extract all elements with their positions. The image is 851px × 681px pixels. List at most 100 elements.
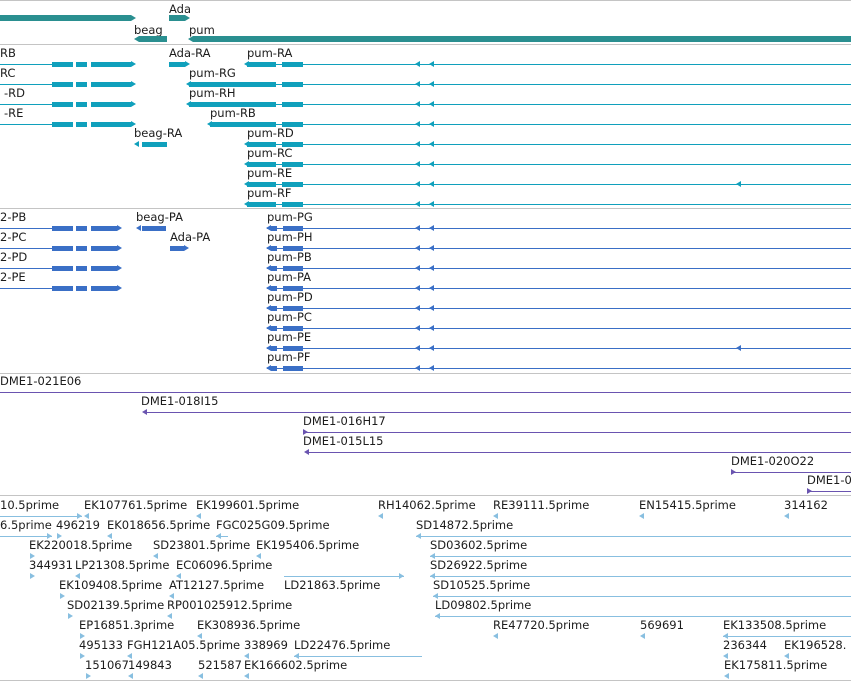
protein-segment [283,366,303,371]
protein-beag-tip [136,225,141,231]
transcripts-feature-label[interactable]: pum-RG [189,66,236,80]
proteins-feature-label[interactable]: pum-PC [267,310,312,324]
proteins-feature-label[interactable]: pum-PE [267,330,312,344]
transcripts-feature-label[interactable]: -RE [4,106,24,120]
cdna_clones-feature-label[interactable]: DME1-016H17 [303,414,386,428]
ests-feature-label[interactable]: 151067 [85,658,129,672]
proteins-feature-label[interactable]: Ada-PA [170,230,211,244]
ests-feature-label[interactable]: LD09802.5prime [435,598,532,612]
transcripts-feature-label[interactable]: pum-RE [247,166,293,180]
ests-feature-label[interactable]: 314162 [784,498,828,512]
ests-feature-label[interactable]: EK308936.5prime [197,618,301,632]
proteins-feature-label[interactable]: beag-PA [136,210,183,224]
proteins-feature-label[interactable]: pum-PF [267,350,311,364]
ests-feature-label[interactable]: 10.5prime [0,498,60,512]
ests-feature-label[interactable]: RP001025912.5prime [167,598,293,612]
ests-feature-label[interactable]: AT12127.5prime [169,578,265,592]
cdna_clones-feature-label[interactable]: DME1-021E06 [0,374,82,388]
ests-feature-label[interactable]: EK196528. [784,638,847,652]
protein-segment [91,266,117,271]
ests-feature-label[interactable]: RH14062.5prime [378,498,476,512]
ests-feature-label[interactable]: SD23801.5prime [153,538,251,552]
proteins-feature-label[interactable]: pum-PD [267,290,313,304]
ests-feature-label[interactable]: 338969 [244,638,288,652]
ests-feature-label[interactable]: 236344 [723,638,767,652]
proteins-feature-label[interactable]: 2-PC [0,230,27,244]
protein-segment [271,266,277,271]
protein-segment [91,226,117,231]
cdna_clones-feature-label[interactable]: DME1-015L15 [303,434,384,448]
ests-feature-label[interactable]: FGC025G09.5prime [216,518,330,532]
ests-feature-label[interactable]: EC06096.5prime [176,558,273,572]
protein-tip [117,265,122,271]
proteins-feature-label[interactable]: pum-PB [267,250,312,264]
protein-segment-small [429,285,434,291]
transcripts-feature-label[interactable]: pum-RB [210,106,256,120]
transcript-exon [282,122,303,127]
ests-feature-label[interactable]: EK166602.5prime [244,658,348,672]
ests-feature-label[interactable]: EP16851.3prime [79,618,175,632]
proteins-feature-label[interactable]: pum-PG [267,210,313,224]
ests-feature-label[interactable]: SD10525.5prime [433,578,531,592]
ests-feature-label[interactable]: EK018656.5prime [107,518,211,532]
ests-feature-label[interactable]: FGH121A05.5prime [127,638,241,652]
ests-feature-label[interactable]: SD14872.5prime [416,518,514,532]
protein-tip [266,265,271,271]
protein-segment-small [415,245,420,251]
proteins-feature-label[interactable]: 2-PB [0,210,27,224]
ests-feature-label[interactable]: EK220018.5prime [29,538,133,552]
gene-feature-label[interactable]: Ada [169,2,192,16]
ests-feature-label[interactable]: 521587 [198,658,242,672]
transcript-exon [247,182,276,187]
transcripts-feature-label[interactable]: pum-RA [247,46,293,60]
transcript-tip [131,121,136,127]
ests-feature-label[interactable]: RE47720.5prime [493,618,590,632]
ests-feature-label[interactable]: 495133 [79,638,123,652]
ests-feature-label[interactable]: RE39111.5prime [493,498,590,512]
ests-feature-label[interactable]: LP21308.5prime [75,558,170,572]
transcripts-feature-label[interactable]: beag-RA [134,126,183,140]
cdna_clones-feature-label[interactable]: DME1-018I15 [141,394,219,408]
ests-feature-label[interactable]: LD22476.5prime [294,638,391,652]
transcript-exon-small [429,121,434,127]
ests-feature-label[interactable]: 569691 [640,618,684,632]
proteins-feature-label[interactable]: 2-PD [0,250,28,264]
ests-feature-label[interactable]: SD02139.5prime [67,598,165,612]
ests-feature-label[interactable]: EK175811.5prime [724,658,828,672]
transcripts-feature-label[interactable]: pum-RF [247,186,292,200]
cdna_clones-feature-label[interactable]: DME1-020O22 [731,454,815,468]
proteins-feature-label[interactable]: pum-PH [267,230,313,244]
proteins-feature-label[interactable]: 2-PE [0,270,26,284]
ests-feature-label[interactable]: EK195406.5prime [256,538,360,552]
ests-feature-label[interactable]: 6.5prime [0,518,52,532]
transcript-exon [282,102,303,107]
protein-tip [266,325,271,331]
transcript-exon [247,142,276,147]
ests-feature-label[interactable]: 496219 [56,518,100,532]
ests-feature-label[interactable]: EK199601.5prime [196,498,300,512]
ests-feature-label[interactable]: EK109408.5prime [59,578,163,592]
ests-feature-label[interactable]: 344931 [29,558,73,572]
est-line [430,556,851,557]
gene-glyph-tip [131,15,136,21]
ests-feature-label[interactable]: EK133508.5prime [723,618,827,632]
proteins-feature-label[interactable]: pum-PA [267,270,312,284]
transcripts-feature-label[interactable]: pum-RD [247,126,294,140]
est-line [0,536,52,537]
transcripts-feature-label[interactable]: -RD [4,86,25,100]
ests-feature-label[interactable]: 149843 [128,658,172,672]
transcripts-feature-label[interactable]: Ada-RA [169,46,211,60]
ests-feature-label[interactable]: EN15415.5prime [639,498,736,512]
gene-feature-label[interactable]: pum [189,23,215,37]
ests-feature-label[interactable]: SD03602.5prime [430,538,528,552]
ests-feature-label[interactable]: EK107761.5prime [84,498,188,512]
gene-feature-label[interactable]: beag [134,23,163,37]
ests-feature-label[interactable]: LD21863.5prime [284,578,381,592]
transcripts-feature-label[interactable]: pum-RH [189,86,236,100]
transcripts-feature-label[interactable]: pum-RC [247,146,293,160]
transcripts-feature-label[interactable]: RB [0,46,16,60]
ests-feature-label[interactable]: SD26922.5prime [430,558,528,572]
protein-line [267,268,851,269]
cdna_clones-feature-label[interactable]: DME1-0 [807,473,851,487]
transcripts-feature-label[interactable]: RC [0,66,16,80]
